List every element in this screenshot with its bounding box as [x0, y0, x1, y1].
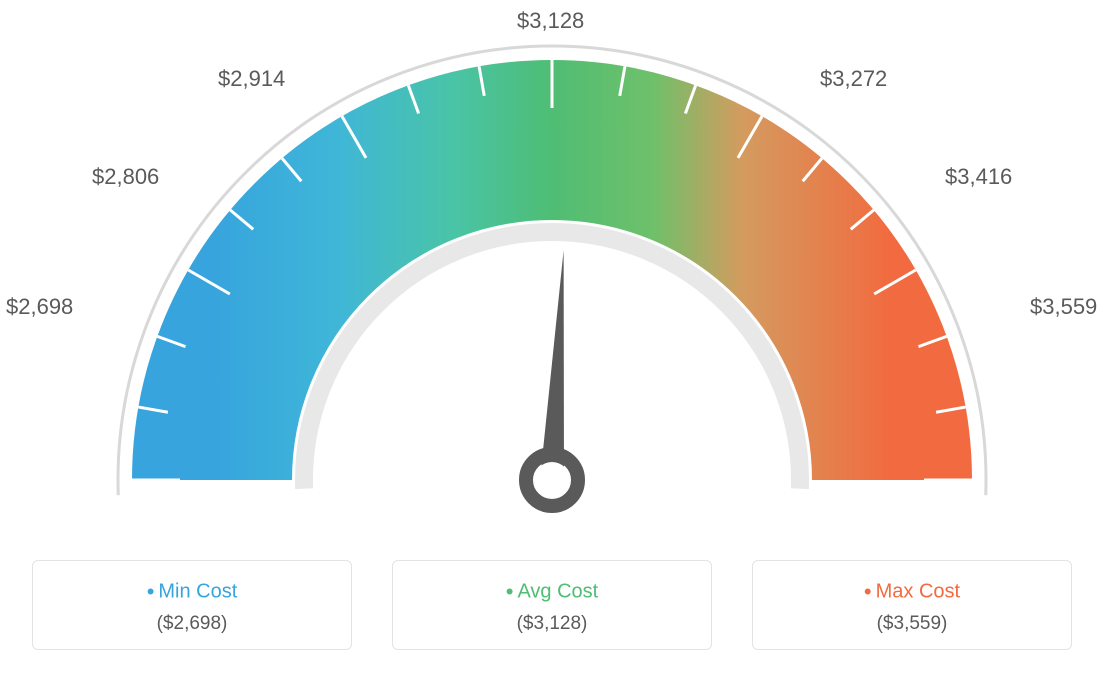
- legend-title-max: •Max Cost: [763, 579, 1061, 605]
- dot-icon: •: [506, 579, 514, 604]
- legend-title-text: Min Cost: [158, 580, 237, 602]
- legend-title-text: Avg Cost: [517, 580, 598, 602]
- gauge-tick-label: $2,914: [218, 66, 285, 92]
- gauge-svg: [0, 0, 1104, 540]
- gauge-tick-label: $2,698: [6, 294, 73, 320]
- gauge-needle: [526, 250, 578, 506]
- legend-value-max: ($3,559): [763, 613, 1061, 635]
- dot-icon: •: [147, 579, 155, 604]
- gauge-chart: $2,698 $2,806 $2,914 $3,128 $3,272 $3,416 $3,5…: [0, 0, 1104, 540]
- gauge-tick-label: $2,806: [92, 164, 159, 190]
- gauge-tick-label: $3,416: [945, 164, 1012, 190]
- legend-value-min: ($2,698): [43, 613, 341, 635]
- legend-title-min: •Min Cost: [43, 579, 341, 605]
- legend-card-avg: •Avg Cost ($3,128): [392, 560, 712, 650]
- dot-icon: •: [864, 579, 872, 604]
- legend-row: •Min Cost ($2,698) •Avg Cost ($3,128) •M…: [0, 560, 1104, 650]
- legend-card-min: •Min Cost ($2,698): [32, 560, 352, 650]
- gauge-tick-label: $3,272: [820, 66, 887, 92]
- legend-card-max: •Max Cost ($3,559): [752, 560, 1072, 650]
- legend-title-avg: •Avg Cost: [403, 579, 701, 605]
- legend-title-text: Max Cost: [876, 580, 960, 602]
- legend-value-avg: ($3,128): [403, 613, 701, 635]
- gauge-tick-label: $3,559: [1030, 294, 1097, 320]
- gauge-tick-label: $3,128: [517, 8, 584, 34]
